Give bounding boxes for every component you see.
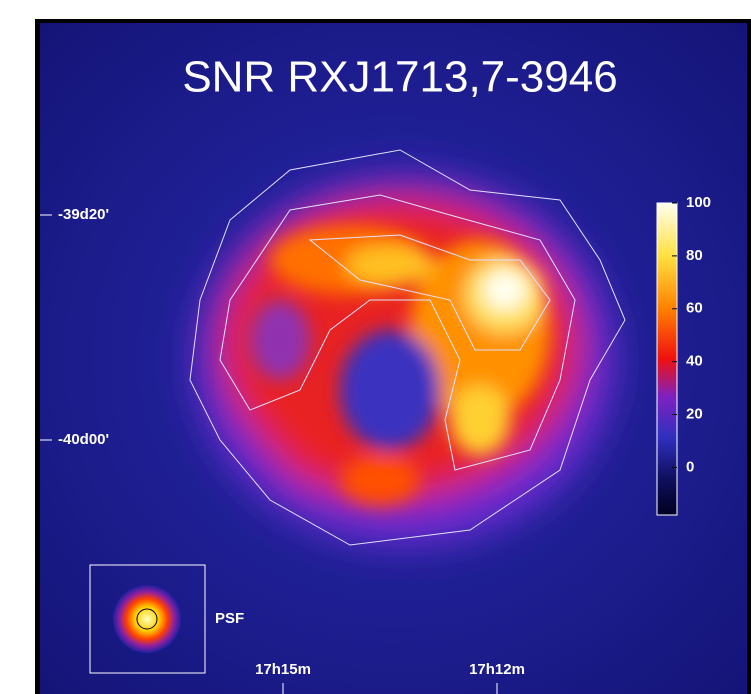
colorbar-label: 40 [686, 353, 703, 370]
colorbar-label: 20 [686, 405, 703, 422]
ra-label: 17h12m [469, 661, 525, 678]
title: SNR RXJ1713,7-3946 [182, 53, 617, 102]
psf-spot [113, 585, 181, 653]
sky-map: SNR RXJ1713,7-3946 -39d20' -40d00' 17h15… [0, 0, 751, 694]
dec-label: -40d00' [58, 431, 109, 448]
psf-label: PSF [215, 610, 244, 627]
ra-label: 17h15m [255, 661, 311, 678]
colorbar-label: 0 [686, 458, 694, 475]
colorbar-label: 60 [686, 300, 703, 317]
colorbar [657, 203, 677, 515]
colorbar-label: 80 [686, 247, 703, 264]
colorbar-label: 100 [686, 194, 711, 211]
dec-label: -39d20' [58, 206, 109, 223]
